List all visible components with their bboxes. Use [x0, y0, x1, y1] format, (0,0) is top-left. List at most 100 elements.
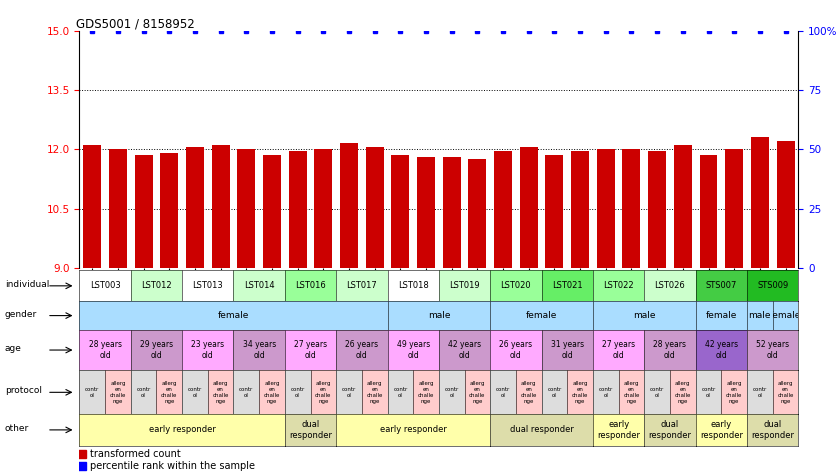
- Text: allerg
en
challe
nge: allerg en challe nge: [315, 381, 332, 403]
- Text: 49 years
old: 49 years old: [396, 340, 430, 360]
- Text: 28 years
old: 28 years old: [89, 340, 121, 360]
- Text: age: age: [5, 344, 22, 353]
- Text: contr
ol: contr ol: [650, 387, 665, 398]
- Text: LST022: LST022: [604, 282, 634, 291]
- Text: allerg
en
challe
nge: allerg en challe nge: [264, 381, 280, 403]
- Text: male: male: [748, 311, 771, 320]
- Bar: [725, 149, 743, 268]
- Text: 27 years
old: 27 years old: [294, 340, 327, 360]
- Text: contr
ol: contr ol: [136, 387, 150, 398]
- Text: 27 years
old: 27 years old: [602, 340, 635, 360]
- Text: allerg
en
challe
nge: allerg en challe nge: [366, 381, 383, 403]
- Text: LST019: LST019: [449, 282, 480, 291]
- Text: early responder: early responder: [149, 425, 216, 434]
- Bar: [391, 155, 410, 268]
- Text: contr
ol: contr ol: [85, 387, 99, 398]
- Text: dual responder: dual responder: [510, 425, 573, 434]
- Bar: [597, 149, 614, 268]
- Text: 26 years
old: 26 years old: [345, 340, 379, 360]
- Text: GDS5001 / 8158952: GDS5001 / 8158952: [76, 18, 195, 31]
- Text: contr
ol: contr ol: [701, 387, 716, 398]
- Bar: [340, 144, 358, 268]
- Text: 31 years
old: 31 years old: [551, 340, 584, 360]
- Text: allerg
en
challe
nge: allerg en challe nge: [624, 381, 640, 403]
- Bar: [84, 146, 101, 268]
- Text: contr
ol: contr ol: [393, 387, 407, 398]
- Text: contr
ol: contr ol: [752, 387, 767, 398]
- Bar: [186, 147, 204, 268]
- Text: allerg
en
challe
nge: allerg en challe nge: [521, 381, 537, 403]
- Text: allerg
en
challe
nge: allerg en challe nge: [110, 381, 126, 403]
- Text: 52 years
old: 52 years old: [756, 340, 789, 360]
- Text: LST021: LST021: [552, 282, 583, 291]
- Text: male: male: [633, 311, 655, 320]
- Text: contr
ol: contr ol: [291, 387, 305, 398]
- Text: protocol: protocol: [5, 386, 42, 395]
- Text: early responder: early responder: [380, 425, 446, 434]
- Text: 34 years
old: 34 years old: [242, 340, 276, 360]
- Text: contr
ol: contr ol: [548, 387, 562, 398]
- Text: individual: individual: [5, 280, 49, 289]
- Text: STS007: STS007: [706, 282, 737, 291]
- Text: allerg
en
challe
nge: allerg en challe nge: [418, 381, 434, 403]
- Text: LST003: LST003: [89, 282, 120, 291]
- Bar: [648, 151, 666, 268]
- Text: allerg
en
challe
nge: allerg en challe nge: [726, 381, 742, 403]
- Text: LST017: LST017: [346, 282, 377, 291]
- Text: 28 years
old: 28 years old: [654, 340, 686, 360]
- Text: female: female: [770, 311, 801, 320]
- Text: allerg
en
challe
nge: allerg en challe nge: [212, 381, 229, 403]
- Bar: [417, 157, 435, 268]
- Bar: [700, 155, 717, 268]
- Bar: [237, 149, 255, 268]
- Bar: [494, 151, 512, 268]
- Bar: [288, 151, 307, 268]
- Bar: [135, 155, 153, 268]
- Bar: [109, 149, 127, 268]
- Bar: [443, 157, 461, 268]
- Bar: [751, 137, 769, 268]
- Bar: [674, 146, 692, 268]
- Text: LST016: LST016: [295, 282, 326, 291]
- Bar: [263, 155, 281, 268]
- Text: dual
responder: dual responder: [649, 420, 691, 439]
- Text: allerg
en
challe
nge: allerg en challe nge: [777, 381, 793, 403]
- Text: contr
ol: contr ol: [188, 387, 202, 398]
- Text: gender: gender: [5, 310, 37, 319]
- Text: dual
responder: dual responder: [752, 420, 794, 439]
- Bar: [365, 147, 384, 268]
- Bar: [545, 155, 563, 268]
- Bar: [314, 149, 333, 268]
- Bar: [571, 151, 589, 268]
- Text: 29 years
old: 29 years old: [140, 340, 173, 360]
- Text: female: female: [218, 311, 249, 320]
- Text: contr
ol: contr ol: [239, 387, 253, 398]
- Bar: [520, 147, 538, 268]
- Bar: [777, 141, 794, 268]
- Text: 23 years
old: 23 years old: [191, 340, 224, 360]
- Bar: [161, 153, 178, 268]
- Text: allerg
en
challe
nge: allerg en challe nge: [469, 381, 486, 403]
- Text: contr
ol: contr ol: [445, 387, 459, 398]
- Bar: [468, 159, 487, 268]
- Text: percentile rank within the sample: percentile rank within the sample: [90, 461, 255, 471]
- Text: transformed count: transformed count: [90, 449, 181, 459]
- Text: early
responder: early responder: [700, 420, 743, 439]
- Text: male: male: [428, 311, 450, 320]
- Text: 42 years
old: 42 years old: [705, 340, 738, 360]
- Text: LST020: LST020: [501, 282, 531, 291]
- Text: female: female: [526, 311, 558, 320]
- Text: allerg
en
challe
nge: allerg en challe nge: [675, 381, 691, 403]
- Bar: [623, 149, 640, 268]
- Text: other: other: [5, 424, 29, 433]
- Text: allerg
en
challe
nge: allerg en challe nge: [161, 381, 177, 403]
- Text: contr
ol: contr ol: [342, 387, 356, 398]
- Text: LST018: LST018: [398, 282, 429, 291]
- Text: female: female: [706, 311, 737, 320]
- Text: LST013: LST013: [192, 282, 223, 291]
- Text: allerg
en
challe
nge: allerg en challe nge: [572, 381, 589, 403]
- Text: LST026: LST026: [655, 282, 686, 291]
- Bar: [212, 146, 230, 268]
- Text: LST014: LST014: [244, 282, 274, 291]
- Text: early
responder: early responder: [597, 420, 640, 439]
